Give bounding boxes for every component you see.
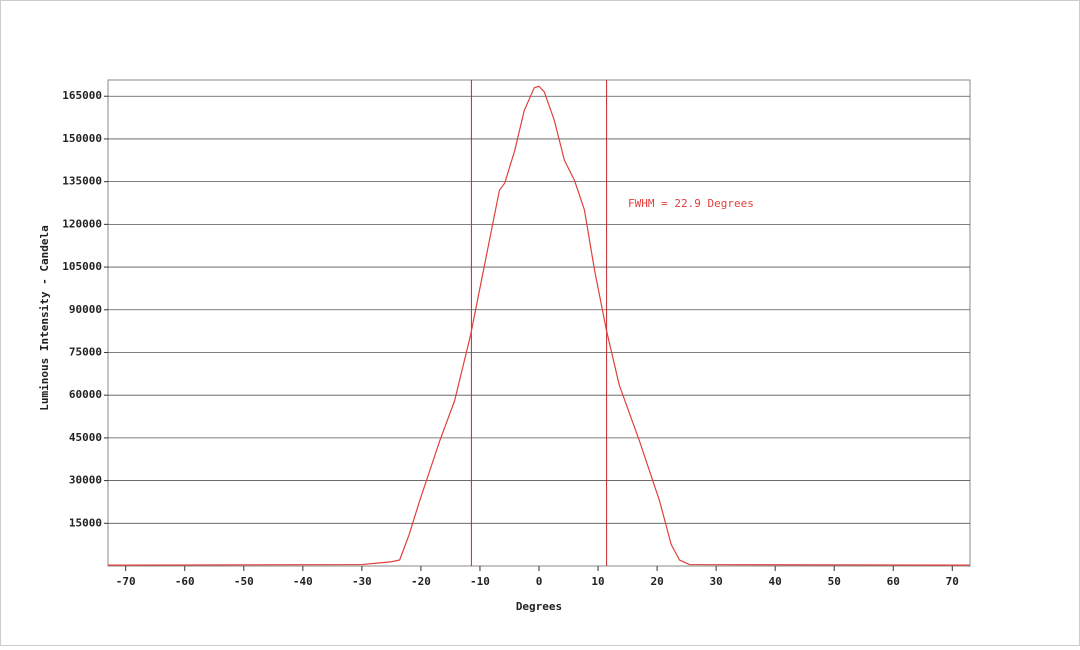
x-axis-label: Degrees	[516, 600, 562, 613]
y-tick-label: 150000	[62, 132, 102, 145]
y-tick-label: 15000	[69, 516, 102, 529]
y-tick-label: 105000	[62, 260, 102, 273]
x-tick-label: -50	[234, 575, 254, 588]
y-tick-label: 60000	[69, 388, 102, 401]
x-tick-label: 60	[887, 575, 900, 588]
x-tick-label: 10	[591, 575, 604, 588]
y-tick-label: 30000	[69, 474, 102, 487]
x-tick-label: -60	[175, 575, 195, 588]
x-tick-label: -20	[411, 575, 431, 588]
x-tick-label: 20	[650, 575, 663, 588]
y-tick-label: 90000	[69, 303, 102, 316]
x-tick-label: 0	[536, 575, 543, 588]
x-tick-label: -70	[116, 575, 136, 588]
x-tick-label: 70	[946, 575, 959, 588]
x-tick-label: -40	[293, 575, 313, 588]
data-line	[107, 85, 971, 566]
y-tick-label: 45000	[69, 431, 102, 444]
annotation: FWHM = 22.9 Degrees	[628, 197, 754, 210]
y-tick-label: 135000	[62, 175, 102, 188]
y-axis-label: Luminous Intensity - Candela	[38, 225, 51, 410]
x-tick-label: -10	[470, 575, 490, 588]
x-tick-label: -30	[352, 575, 372, 588]
x-tick-label: 50	[828, 575, 841, 588]
y-tick-label: 165000	[62, 89, 102, 102]
x-tick-label: 30	[709, 575, 722, 588]
y-tick-label: 120000	[62, 217, 102, 230]
x-tick-label: 40	[769, 575, 782, 588]
y-tick-label: 75000	[69, 345, 102, 358]
